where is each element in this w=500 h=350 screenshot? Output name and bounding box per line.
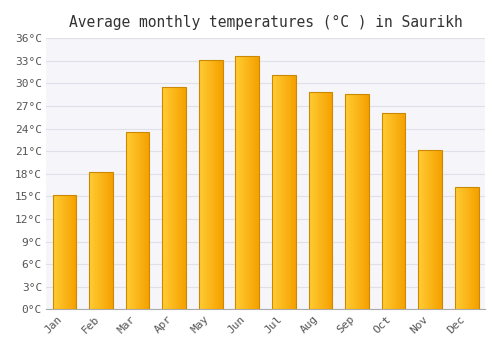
Bar xyxy=(162,87,186,309)
Bar xyxy=(418,150,442,309)
Bar xyxy=(52,195,76,309)
Bar xyxy=(382,113,406,309)
Bar xyxy=(345,94,369,309)
Bar xyxy=(89,172,113,309)
Bar xyxy=(308,92,332,309)
Bar xyxy=(455,187,478,309)
Title: Average monthly temperatures (°C ) in Saurikh: Average monthly temperatures (°C ) in Sa… xyxy=(68,15,462,30)
Bar xyxy=(199,60,222,309)
Bar xyxy=(236,56,259,309)
Bar xyxy=(272,75,296,309)
Bar xyxy=(126,132,150,309)
